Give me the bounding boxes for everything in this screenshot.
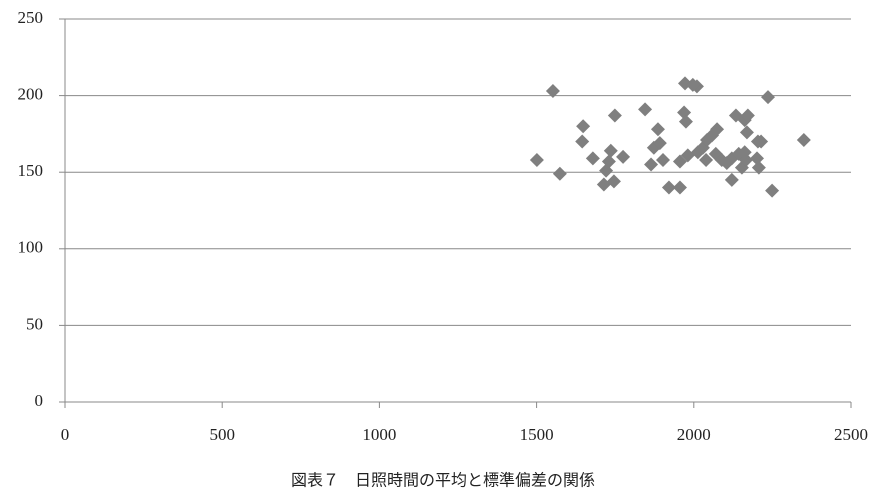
y-tick-label: 250 — [18, 8, 44, 27]
point — [661, 180, 676, 195]
point — [655, 152, 670, 167]
point — [585, 151, 600, 166]
point — [765, 183, 780, 198]
point — [737, 145, 752, 160]
point — [760, 90, 775, 105]
point — [575, 134, 590, 149]
point — [607, 108, 622, 123]
point — [685, 77, 700, 92]
point — [749, 151, 764, 166]
y-tick-label: 50 — [26, 314, 43, 333]
y-tick-label: 100 — [18, 238, 44, 257]
point — [603, 143, 618, 158]
point — [740, 108, 755, 123]
point — [699, 152, 714, 167]
x-tick-label: 2000 — [677, 425, 711, 444]
x-tick-label: 0 — [61, 425, 70, 444]
x-tick-label: 1000 — [362, 425, 396, 444]
point — [750, 134, 765, 149]
point — [638, 102, 653, 117]
point — [576, 119, 591, 134]
point — [739, 125, 754, 140]
point — [710, 122, 725, 137]
point — [545, 84, 560, 99]
point — [529, 152, 544, 167]
point — [678, 114, 693, 129]
point — [677, 105, 692, 120]
point — [616, 149, 631, 164]
point — [751, 160, 766, 175]
point — [552, 166, 567, 181]
point — [601, 154, 616, 169]
point — [796, 133, 811, 148]
point — [724, 172, 739, 187]
point — [650, 122, 665, 137]
x-tick-label: 500 — [209, 425, 235, 444]
y-tick-label: 200 — [18, 85, 44, 104]
y-tick-label: 150 — [18, 161, 44, 180]
chart-title: 図表７ 日照時間の平均と標準偏差の関係 — [291, 471, 595, 490]
point — [644, 157, 659, 172]
point — [652, 136, 667, 151]
y-tick-label: 0 — [35, 391, 44, 410]
point — [672, 180, 687, 195]
x-tick-label: 2500 — [834, 425, 868, 444]
point — [606, 174, 621, 189]
x-tick-label: 1500 — [520, 425, 554, 444]
